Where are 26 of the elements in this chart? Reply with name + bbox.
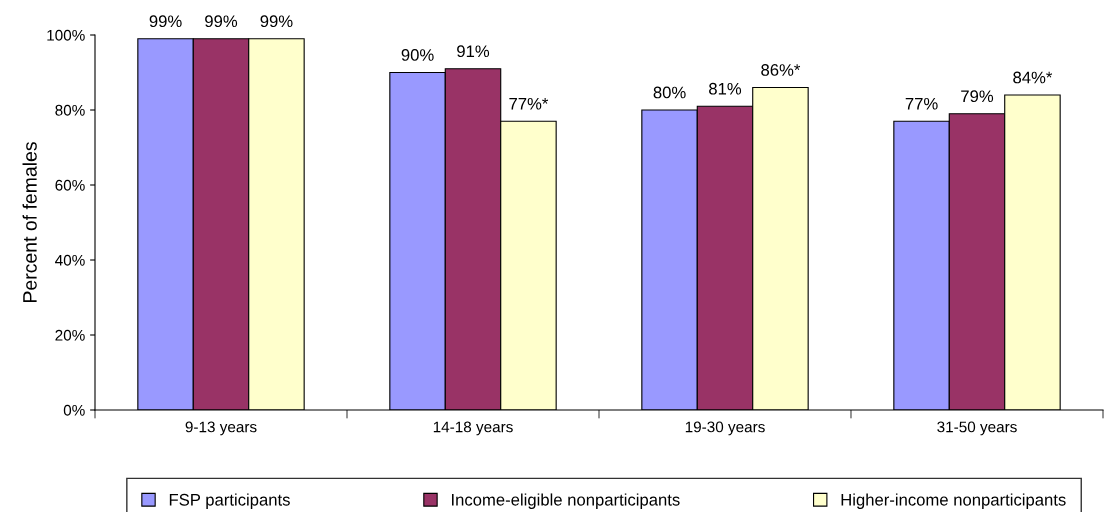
data-label: 79% xyxy=(961,90,994,103)
data-label: 84%* xyxy=(1013,71,1053,84)
data-label: 81% xyxy=(709,82,742,95)
data-label: 91% xyxy=(457,45,490,58)
x-tick-label: 31-50 years xyxy=(937,421,1017,436)
data-label: 99% xyxy=(260,15,293,28)
data-label: 86%* xyxy=(761,64,801,76)
data-label: 77% xyxy=(905,97,938,110)
y-tick-label: 40% xyxy=(55,254,85,266)
legend-label: FSP participants xyxy=(169,493,290,509)
data-label: 77%* xyxy=(509,97,549,110)
data-label: 90% xyxy=(401,49,434,61)
y-tick-label: 0% xyxy=(63,404,85,416)
y-tick-label: 60% xyxy=(55,179,85,191)
legend-label: Higher-income nonparticipants xyxy=(841,493,1066,509)
x-tick-label: 14-18 years xyxy=(433,421,513,436)
data-label: 80% xyxy=(653,86,686,99)
data-label: 99% xyxy=(149,15,182,28)
y-tick-label: 80% xyxy=(55,104,85,116)
y-tick-label: 100% xyxy=(47,29,85,41)
x-tick-label: 19-30 years xyxy=(685,421,765,436)
data-label: 99% xyxy=(205,15,238,28)
legend-label: Income-eligible nonparticipants xyxy=(452,493,680,509)
y-tick-label: 20% xyxy=(55,329,85,341)
y-axis-title: Percent of females xyxy=(22,142,37,302)
x-tick-label: 9-13 years xyxy=(185,421,257,436)
